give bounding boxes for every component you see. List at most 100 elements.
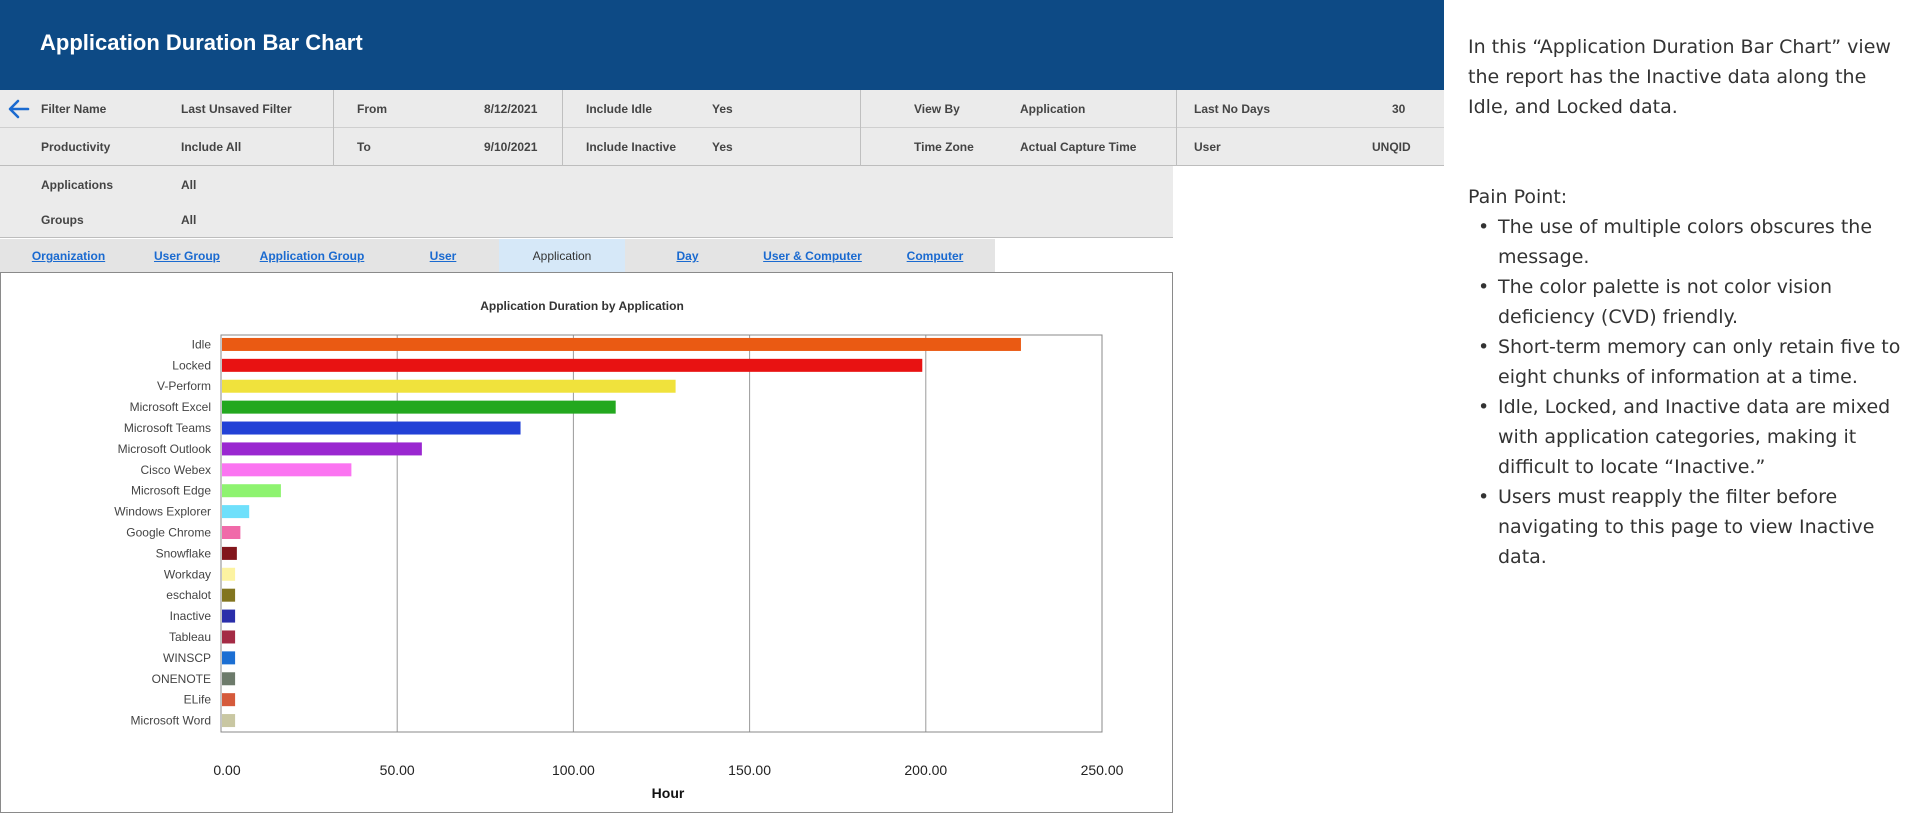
annotation-notes: In this “Application Duration Bar Chart”… xyxy=(1468,32,1908,572)
report-app: Application Duration Bar Chart Filter Na… xyxy=(0,0,1444,813)
productivity-label: Productivity xyxy=(41,139,111,154)
tab-day[interactable]: Day xyxy=(676,249,699,263)
filter-row: Applications All xyxy=(0,166,1173,204)
bar xyxy=(222,609,236,623)
tab-application[interactable]: Application xyxy=(499,239,625,273)
include-idle-label: Include Idle xyxy=(586,101,653,116)
pain-point-text: Idle, Locked, and Inactive data are mixe… xyxy=(1498,396,1891,478)
filter-row: Productivity Include All To 9/10/2021 In… xyxy=(0,128,1444,166)
x-tick-label: 0.00 xyxy=(213,762,240,778)
bar xyxy=(222,714,236,728)
filter-name-value: Last Unsaved Filter xyxy=(181,101,292,116)
list-item: • The use of multiple colors obscures the… xyxy=(1478,216,1873,268)
y-category-label: Microsoft Teams xyxy=(124,421,211,435)
x-axis-title: Hour xyxy=(652,785,685,801)
bar xyxy=(222,484,281,498)
y-category-label: ONENOTE xyxy=(152,672,211,686)
filter-row: Filter Name Last Unsaved Filter From 8/1… xyxy=(0,90,1444,128)
y-category-label: V-Perform xyxy=(157,379,211,393)
back-button[interactable] xyxy=(0,90,38,128)
pain-point-text: Users must reapply the filter before nav… xyxy=(1498,486,1875,568)
last-no-days-label: Last No Days xyxy=(1194,101,1271,116)
y-category-label: Microsoft Outlook xyxy=(118,442,212,456)
last-no-days-value: 30 xyxy=(1392,101,1406,116)
view-tabs: Organization User Group Application Grou… xyxy=(0,239,995,273)
applications-value: All xyxy=(181,177,197,192)
divider xyxy=(1176,90,1177,166)
bar xyxy=(222,442,422,456)
y-category-label: ELife xyxy=(184,693,212,707)
bar xyxy=(222,526,241,539)
bar xyxy=(222,546,237,560)
y-category-label: Microsoft Edge xyxy=(131,484,211,498)
y-category-label: Microsoft Excel xyxy=(130,400,211,414)
to-value: 9/10/2021 xyxy=(484,139,538,154)
y-category-label: Cisco Webex xyxy=(141,463,211,477)
time-zone-value: Actual Capture Time xyxy=(1020,139,1137,154)
tab-user-group[interactable]: User Group xyxy=(153,249,220,263)
chart-title: Application Duration by Application xyxy=(480,299,684,313)
y-category-label: Inactive xyxy=(170,609,212,623)
list-item: • Users must reapply the filter before na… xyxy=(1478,486,1875,568)
productivity-value: Include All xyxy=(181,139,242,154)
from-label: From xyxy=(357,101,387,116)
y-category-label: WINSCP xyxy=(163,651,211,665)
user-label: User xyxy=(1194,139,1221,154)
x-tick-label: 50.00 xyxy=(380,762,415,778)
bar xyxy=(222,672,236,686)
arrow-left-icon xyxy=(8,99,30,119)
tab-computer[interactable]: Computer xyxy=(906,249,964,263)
divider xyxy=(333,90,334,166)
page-header: Application Duration Bar Chart xyxy=(0,0,1444,90)
pain-point-text: The color palette is not color vision de… xyxy=(1498,276,1833,328)
applications-label: Applications xyxy=(41,177,114,192)
chart-panel: Application Duration by Application Idle… xyxy=(0,272,1173,813)
from-value: 8/12/2021 xyxy=(484,101,538,116)
list-item: • Short-term memory can only retain five … xyxy=(1478,336,1901,388)
pain-point-text: The use of multiple colors obscures the … xyxy=(1498,216,1873,268)
y-category-label: eschalot xyxy=(166,588,211,602)
page-title: Application Duration Bar Chart xyxy=(40,30,363,55)
include-inactive-label: Include Inactive xyxy=(586,139,677,154)
y-category-label: Idle xyxy=(192,337,212,351)
bar xyxy=(222,337,1021,351)
bar xyxy=(222,693,236,707)
tab-organization[interactable]: Organization xyxy=(31,249,106,263)
bar xyxy=(222,651,236,665)
groups-label: Groups xyxy=(41,212,84,227)
y-category-label: Microsoft Word xyxy=(131,714,211,728)
y-category-label: Workday xyxy=(164,567,211,581)
x-tick-label: 100.00 xyxy=(552,762,595,778)
bar xyxy=(222,567,236,581)
tab-application-group[interactable]: Application Group xyxy=(259,249,365,263)
x-tick-label: 150.00 xyxy=(728,762,771,778)
y-category-label: Snowflake xyxy=(156,546,212,560)
y-category-label: Windows Explorer xyxy=(114,505,211,519)
bar xyxy=(222,358,923,372)
y-category-label: Google Chrome xyxy=(126,526,211,540)
list-item: • The color palette is not color vision d… xyxy=(1478,276,1833,328)
filter-row: Groups All xyxy=(0,202,1173,238)
tab-user[interactable]: User xyxy=(429,249,457,263)
x-tick-label: 250.00 xyxy=(1081,762,1124,778)
pain-point-list: • The use of multiple colors obscures the… xyxy=(1468,212,1908,572)
y-category-label: Tableau xyxy=(169,630,211,644)
list-item: • Idle, Locked, and Inactive data are mix… xyxy=(1478,396,1891,478)
y-category-label: Locked xyxy=(172,358,211,372)
bar xyxy=(222,463,352,477)
divider xyxy=(562,90,563,166)
bar xyxy=(222,379,676,393)
notes-intro: In this “Application Duration Bar Chart”… xyxy=(1468,36,1891,118)
view-by-value: Application xyxy=(1020,101,1086,116)
include-inactive-value: Yes xyxy=(712,139,733,154)
bar-chart: Application Duration by Application Idle… xyxy=(114,299,1124,801)
plot-area xyxy=(220,334,1103,733)
bar xyxy=(222,630,236,644)
to-label: To xyxy=(357,139,371,154)
include-idle-value: Yes xyxy=(712,101,733,116)
divider xyxy=(860,90,861,166)
bar xyxy=(222,588,236,602)
groups-value: All xyxy=(181,212,197,227)
tab-user-computer[interactable]: User & Computer xyxy=(763,249,862,263)
bar xyxy=(222,505,250,519)
